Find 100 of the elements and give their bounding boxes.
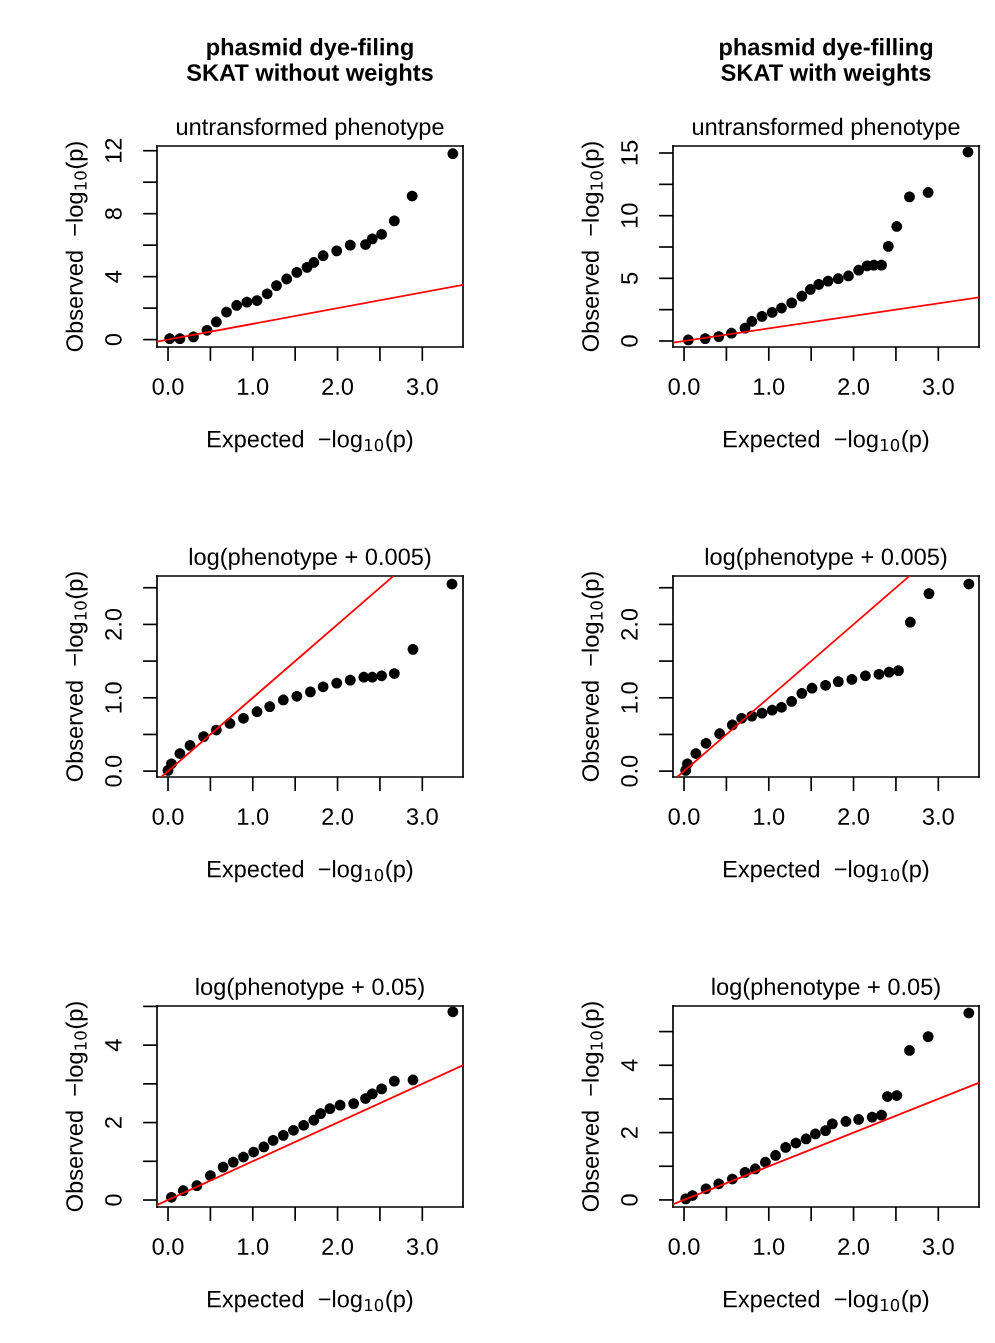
x-tick-label: 3.0 — [406, 1238, 438, 1255]
point — [840, 1116, 852, 1127]
y-tick-label: 1.0 — [105, 682, 122, 713]
point — [447, 1006, 459, 1018]
chart-subtitle: untransformed phenotype — [693, 117, 960, 140]
point — [846, 674, 858, 685]
y-tick-label: 1.0 — [621, 682, 638, 713]
point — [277, 1129, 289, 1141]
point — [388, 215, 400, 227]
point — [891, 1090, 903, 1101]
y-tick-label: 4 — [105, 270, 122, 283]
x-tick-label: 1.0 — [754, 378, 785, 395]
point — [210, 316, 222, 328]
point — [366, 1088, 378, 1100]
x-axis-title: Expected −log$_{10}$(p) — [724, 860, 929, 883]
point — [714, 728, 725, 740]
point — [344, 674, 356, 686]
point — [860, 670, 871, 682]
point — [882, 241, 894, 252]
x-tick-label: 3.0 — [922, 1238, 954, 1255]
y-tick-label: 2.0 — [621, 608, 638, 640]
x-tick-label: 1.0 — [238, 378, 269, 395]
point — [843, 270, 854, 282]
point — [231, 300, 243, 311]
point — [810, 1128, 821, 1140]
point — [922, 1031, 934, 1043]
point — [806, 682, 818, 694]
point — [760, 1156, 771, 1168]
x-tick-label: 0.0 — [668, 1238, 700, 1255]
point — [205, 1170, 216, 1182]
point — [690, 748, 702, 759]
x-axis-title: Expected −log$_{10}$(p) — [724, 430, 929, 453]
point — [447, 148, 459, 160]
point — [963, 578, 975, 590]
point — [700, 737, 712, 749]
y-tick-label: 4 — [105, 1039, 122, 1052]
point — [291, 690, 303, 702]
y-axis-title: Observed −log$_{10}$(p) — [65, 142, 88, 352]
point — [832, 676, 844, 688]
x-tick-label: 0.0 — [152, 808, 184, 825]
point — [261, 288, 273, 300]
x-tick-label: 1.0 — [754, 1238, 785, 1255]
point — [348, 1098, 360, 1109]
point — [331, 677, 343, 689]
y-tick-label: 10 — [621, 203, 638, 227]
y-tick-label: 0 — [621, 1194, 638, 1206]
point — [267, 1135, 279, 1146]
point — [264, 701, 276, 712]
point — [786, 297, 798, 309]
point — [277, 694, 289, 706]
point — [796, 290, 808, 302]
point — [344, 239, 356, 251]
point — [904, 616, 916, 628]
point — [248, 1146, 260, 1158]
point — [360, 239, 371, 250]
x-tick-label: 0.0 — [152, 1238, 184, 1255]
point — [317, 681, 329, 693]
point — [891, 221, 903, 232]
y-tick-label: 8 — [105, 208, 122, 220]
point — [221, 306, 232, 318]
y-tick-label: 2 — [105, 1117, 122, 1128]
y-axis-title: Observed −log$_{10}$(p) — [581, 142, 604, 352]
point — [766, 307, 778, 318]
x-tick-label: 0.0 — [668, 808, 700, 825]
point — [238, 712, 249, 724]
point — [446, 578, 458, 590]
point — [324, 1103, 336, 1115]
point — [893, 665, 904, 677]
point — [376, 228, 388, 240]
y-tick-label: 0 — [105, 1194, 122, 1206]
x-tick-label: 1.0 — [754, 808, 785, 825]
x-tick-label: 2.0 — [322, 378, 354, 395]
point — [923, 588, 935, 599]
point — [388, 668, 400, 679]
x-axis-title: Expected −log$_{10}$(p) — [208, 860, 413, 883]
x-tick-label: 3.0 — [922, 808, 954, 825]
x-tick-label: 3.0 — [406, 808, 438, 825]
y-tick-label: 2 — [621, 1127, 638, 1138]
y-tick-label: 5 — [621, 272, 638, 284]
point — [904, 1045, 915, 1056]
point — [790, 1137, 802, 1149]
chart-subtitle: log(phenotype + 0.05) — [712, 977, 940, 1000]
y-tick-label: 0 — [621, 335, 638, 347]
point — [388, 1075, 400, 1087]
y-tick-label: 2.0 — [105, 608, 122, 640]
x-tick-label: 2.0 — [322, 1238, 354, 1255]
point — [238, 1151, 249, 1163]
point — [882, 1091, 893, 1102]
y-tick-label: 12 — [105, 138, 122, 163]
chart-title: phasmid dye-filling SKAT with weights — [720, 38, 932, 86]
y-axis-title: Observed −log$_{10}$(p) — [65, 1002, 88, 1212]
x-tick-label: 3.0 — [922, 378, 954, 395]
x-tick-label: 0.0 — [152, 378, 184, 395]
point — [832, 273, 844, 285]
point — [876, 1109, 887, 1121]
x-tick-label: 2.0 — [838, 1238, 870, 1255]
point — [776, 302, 787, 314]
point — [766, 704, 778, 716]
point — [873, 668, 885, 680]
point — [308, 257, 320, 268]
